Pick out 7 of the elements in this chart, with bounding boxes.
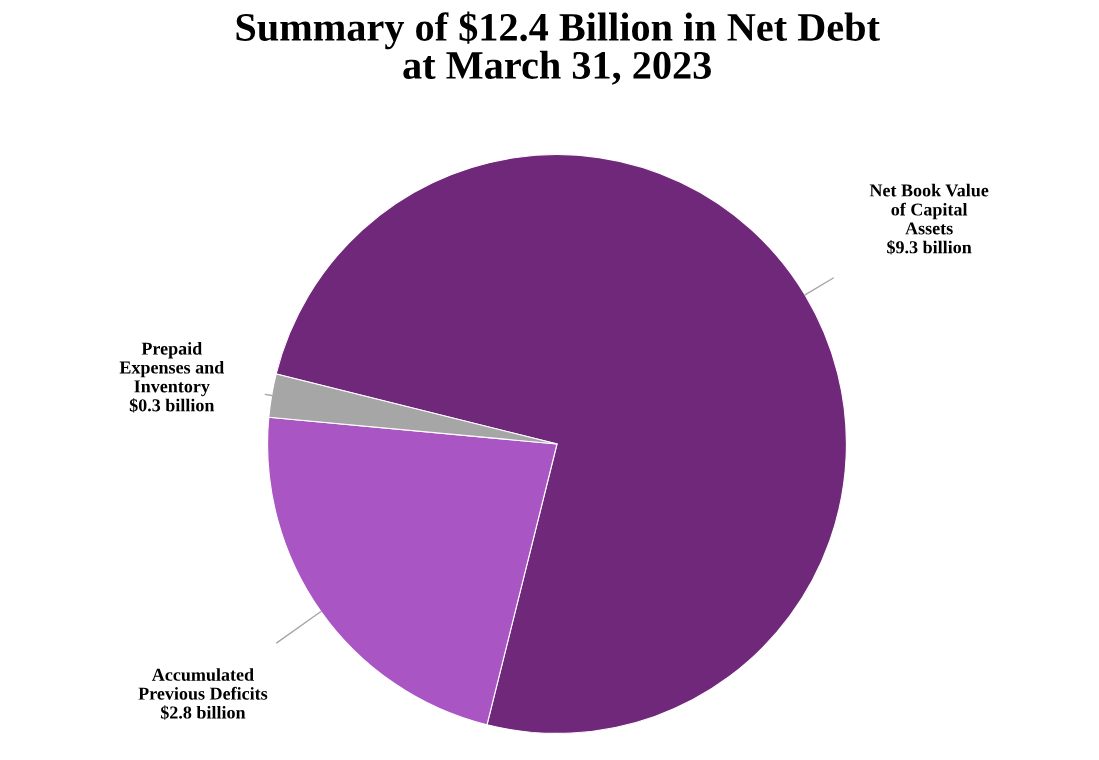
data-label: $0.3 billion — [129, 398, 215, 413]
slice-label: Net Book Value of Capital Assets — [869, 183, 989, 235]
slice-label: Prepaid Expenses and Inventory — [119, 342, 225, 397]
chart-title: Summary of $12.4 Billion in Net Debt at March 31, 2023 — [236, 11, 880, 85]
slice-label: Accumulated Previous Deficits — [138, 668, 268, 700]
data-label: $9.3 billion — [887, 240, 972, 255]
data-label: $2.8 billion — [160, 705, 246, 720]
